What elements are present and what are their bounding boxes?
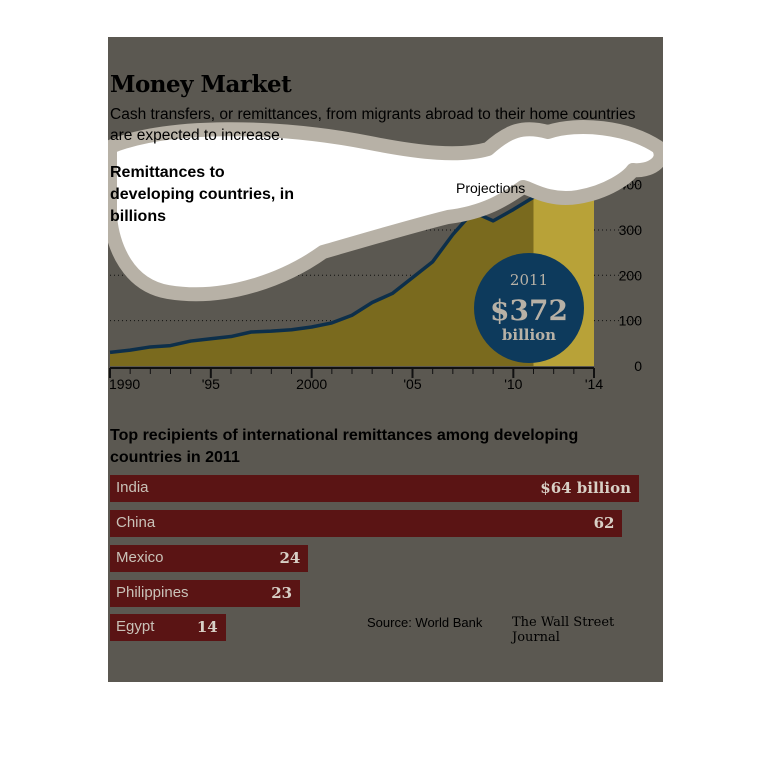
callout-year: 2011 bbox=[510, 271, 548, 289]
bar-value-label: $64 billion bbox=[540, 479, 631, 497]
y-tick-label: 200 bbox=[619, 267, 643, 283]
bar-value-label: 62 bbox=[593, 514, 615, 532]
y-tick-label: 300 bbox=[619, 222, 643, 238]
bar-chart-title: Top recipients of international remittan… bbox=[110, 427, 579, 466]
bar-mexico: Mexico 24 bbox=[110, 545, 309, 572]
series-line-actual bbox=[109, 195, 535, 355]
bar-category-label: China bbox=[116, 514, 156, 531]
area-actual bbox=[110, 197, 534, 366]
chart-title: Remittances to developing countries, in … bbox=[110, 164, 295, 225]
callout-unit: billion bbox=[502, 326, 556, 344]
bar-category-label: Egypt bbox=[116, 618, 155, 635]
x-tick-label: '95 bbox=[202, 376, 220, 392]
x-tick-label: 1990 bbox=[109, 376, 140, 392]
bar-category-label: Philippines bbox=[116, 584, 189, 601]
bar-egypt: Egypt 14 bbox=[110, 614, 226, 641]
projections-label: Projections bbox=[456, 180, 526, 196]
callout-circle bbox=[474, 253, 584, 363]
bar-value-label: 14 bbox=[196, 618, 218, 636]
source-note: Source: World Bank bbox=[367, 615, 483, 630]
x-tick-label: '05 bbox=[403, 376, 421, 392]
page-title: Money Market bbox=[110, 71, 292, 98]
bar-china: China 62 bbox=[110, 510, 623, 537]
bar-value-label: 24 bbox=[279, 549, 301, 567]
x-tick-label: '14 bbox=[585, 376, 603, 392]
bar-india: India $64 billion bbox=[110, 475, 639, 502]
bar-value-label: 23 bbox=[271, 584, 293, 602]
subtitle: Cash transfers, or remittances, from mig… bbox=[110, 106, 636, 144]
callout-value: $372 bbox=[490, 294, 568, 327]
y-tick-label: 0 bbox=[634, 358, 642, 374]
x-tick-label: '10 bbox=[504, 376, 522, 392]
bar-philippines: Philippines 23 bbox=[110, 580, 301, 607]
bar-category-label: India bbox=[116, 479, 149, 496]
bar-category-label: Mexico bbox=[116, 549, 164, 566]
white-distortion-overlay bbox=[108, 120, 663, 302]
x-tick-label: 2000 bbox=[296, 376, 327, 392]
y-tick-label: 100 bbox=[619, 313, 643, 329]
credit-note: The Wall Street Journal bbox=[512, 615, 615, 645]
